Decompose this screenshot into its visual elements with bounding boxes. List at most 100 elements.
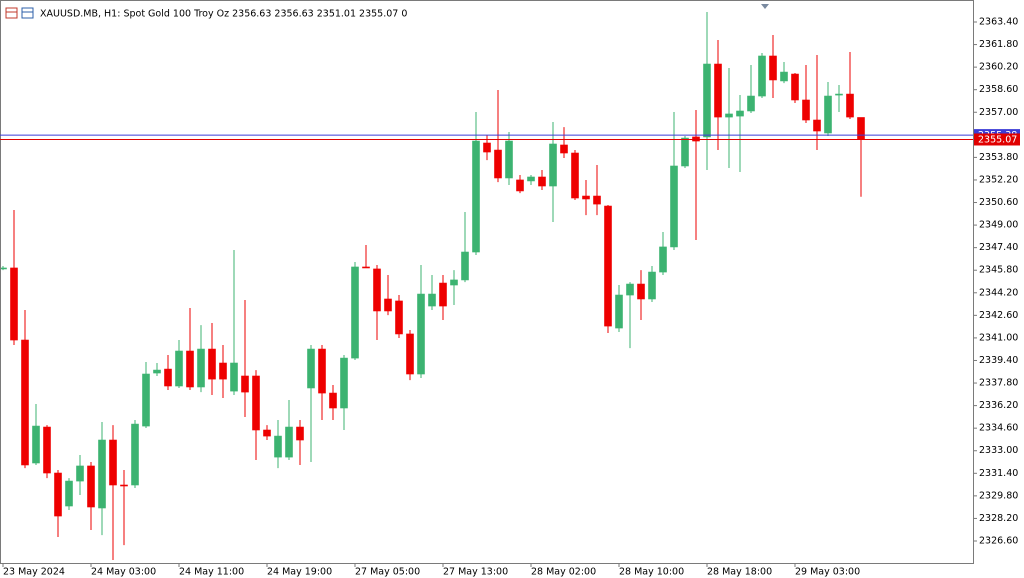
y-tick-label: 2352.20	[979, 174, 1018, 185]
candle-body	[560, 144, 568, 154]
candle-body	[670, 165, 678, 248]
candle-body	[813, 119, 821, 132]
candle-body	[626, 283, 634, 296]
x-tick-label: 24 May 19:00	[267, 567, 332, 578]
candle-body	[10, 267, 18, 341]
candle-body	[98, 439, 106, 509]
candle-body	[21, 339, 29, 466]
y-tick-label: 2333.00	[979, 445, 1018, 456]
icon	[5, 7, 18, 19]
candle-body	[362, 266, 370, 269]
candle-body	[285, 426, 293, 458]
y-tick-label: 2347.40	[979, 242, 1018, 253]
candle-body	[373, 268, 381, 312]
candle-body	[604, 205, 612, 327]
candle-body	[395, 300, 403, 335]
candle-body	[461, 251, 469, 281]
x-tick-label: 24 May 11:00	[179, 567, 244, 578]
y-tick-label: 2358.60	[979, 84, 1018, 95]
candle-body	[175, 350, 183, 387]
candle-body	[219, 362, 227, 380]
candle-body	[483, 142, 491, 153]
icon	[21, 7, 34, 19]
y-tick-label: 2329.80	[979, 490, 1018, 501]
candle-body	[516, 179, 524, 192]
x-tick-label: 28 May 18:00	[707, 567, 772, 578]
candle-body	[780, 71, 788, 82]
y-tick-label: 2342.60	[979, 310, 1018, 321]
candle-body	[32, 425, 40, 464]
candle-body	[76, 465, 84, 482]
candle-body	[1, 267, 7, 270]
candle-body	[472, 140, 480, 253]
candle-body	[582, 195, 590, 200]
candle-body	[802, 99, 810, 121]
candle-body	[736, 110, 744, 117]
y-tick-label: 2334.60	[979, 423, 1018, 434]
candle-body	[208, 348, 216, 380]
plot-area	[1, 11, 865, 561]
y-tick-label: 2360.20	[979, 62, 1018, 73]
x-tick-label: 28 May 02:00	[531, 567, 596, 578]
candle-body	[659, 246, 667, 273]
candle-body	[340, 357, 348, 409]
candle-body	[43, 426, 51, 474]
candle-body	[318, 348, 326, 394]
candle-body	[857, 117, 865, 140]
candle-body	[527, 176, 535, 182]
candle-body	[428, 293, 436, 307]
candle-body	[846, 93, 854, 118]
candle-body	[230, 362, 238, 392]
candle-body	[186, 350, 194, 388]
y-tick-label: 2345.80	[979, 265, 1018, 276]
candle-body	[769, 55, 777, 81]
candle-body	[714, 63, 722, 118]
candle-body	[329, 392, 337, 409]
candle-body	[494, 149, 502, 179]
candle-body	[835, 93, 843, 96]
x-tick-label: 27 May 13:00	[443, 567, 508, 578]
candle-body	[153, 369, 161, 374]
chart-title: XAUUSD.MB, H1: Spot Gold 100 Troy Oz 235…	[40, 9, 407, 20]
candle-body	[450, 279, 458, 286]
y-tick-label: 2331.40	[979, 468, 1018, 479]
y-tick-label: 2339.40	[979, 355, 1018, 366]
shift-marker	[761, 4, 769, 9]
candle-body	[120, 484, 128, 487]
candle-body	[703, 63, 711, 138]
y-tick-label: 2349.00	[979, 220, 1018, 231]
x-tick-label: 27 May 05:00	[355, 567, 420, 578]
x-tick-label: 29 May 03:00	[795, 567, 860, 578]
candle-body	[109, 439, 117, 486]
candle-body	[439, 282, 447, 307]
candle-body	[571, 152, 579, 199]
x-tick-label: 28 May 10:00	[619, 567, 684, 578]
candle-body	[824, 95, 832, 134]
x-tick-label: 24 May 03:00	[91, 567, 156, 578]
candle-body	[648, 271, 656, 300]
candle-body	[351, 266, 359, 359]
candle-body	[758, 55, 766, 97]
candle-body	[142, 373, 150, 427]
y-tick-label: 2353.80	[979, 152, 1018, 163]
candle-body	[505, 140, 513, 179]
y-tick-label: 2326.60	[979, 535, 1018, 546]
candle-body	[54, 472, 62, 517]
candle-body	[307, 348, 315, 389]
candle-body	[197, 348, 205, 388]
candle-body	[747, 95, 755, 112]
candle-body	[263, 429, 271, 437]
candle-body	[406, 333, 414, 375]
symbol-icons	[5, 7, 34, 19]
candle-body	[593, 195, 601, 205]
candle-body	[637, 283, 645, 300]
y-tick-label: 2361.80	[979, 39, 1018, 50]
candle-body	[131, 423, 139, 486]
y-tick-label: 2350.60	[979, 197, 1018, 208]
bid-label-box	[974, 133, 1020, 146]
candle-body	[615, 294, 623, 329]
y-tick-label: 2328.20	[979, 513, 1018, 524]
plot-frame	[0, 0, 974, 564]
